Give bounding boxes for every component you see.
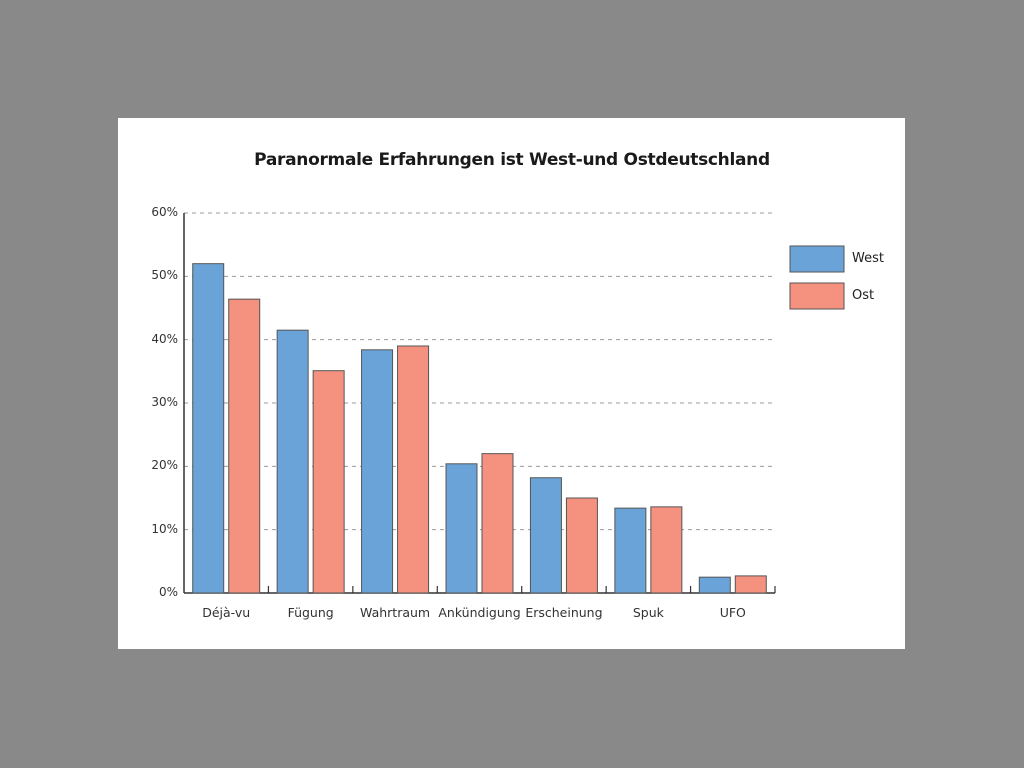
y-tick-label: 60% xyxy=(151,205,178,219)
bar-west xyxy=(445,463,478,594)
bar-west xyxy=(192,263,225,594)
y-tick-label: 10% xyxy=(151,521,178,536)
bar-ost xyxy=(312,370,345,594)
bar-ost xyxy=(397,345,430,594)
x-tick-label: Ankündigung xyxy=(438,605,521,620)
y-tick-label: 40% xyxy=(151,331,178,346)
bar-ost xyxy=(650,506,683,594)
legend-swatch-ost xyxy=(789,282,845,310)
y-tick-label: 0% xyxy=(158,585,178,599)
bar-west xyxy=(614,507,647,594)
bar-ost xyxy=(734,575,767,594)
legend-label: West xyxy=(852,251,884,266)
x-tick-label: Spuk xyxy=(632,605,664,620)
x-tick-label: UFO xyxy=(719,605,746,620)
bar-west xyxy=(529,477,562,594)
bar-ost xyxy=(565,497,598,594)
y-tick-label: 20% xyxy=(151,458,178,473)
y-tick-label: 30% xyxy=(151,395,178,409)
x-tick-label: Erscheinung xyxy=(525,605,603,620)
bar-west xyxy=(361,349,394,594)
bar-west xyxy=(698,576,731,594)
x-tick-label: Fügung xyxy=(287,605,334,620)
x-tick-label: Wahrtraum xyxy=(360,605,431,620)
bar-west xyxy=(276,329,309,594)
bar-ost xyxy=(228,298,261,594)
legend-label: Ost xyxy=(852,288,875,303)
legend-swatch-west xyxy=(789,245,845,273)
chart-title: Paranormale Erfahrungen ist West-und Ost… xyxy=(254,150,770,170)
bar-ost xyxy=(481,453,514,594)
y-tick-label: 50% xyxy=(151,268,178,283)
x-tick-label: Déjà-vu xyxy=(202,605,251,620)
